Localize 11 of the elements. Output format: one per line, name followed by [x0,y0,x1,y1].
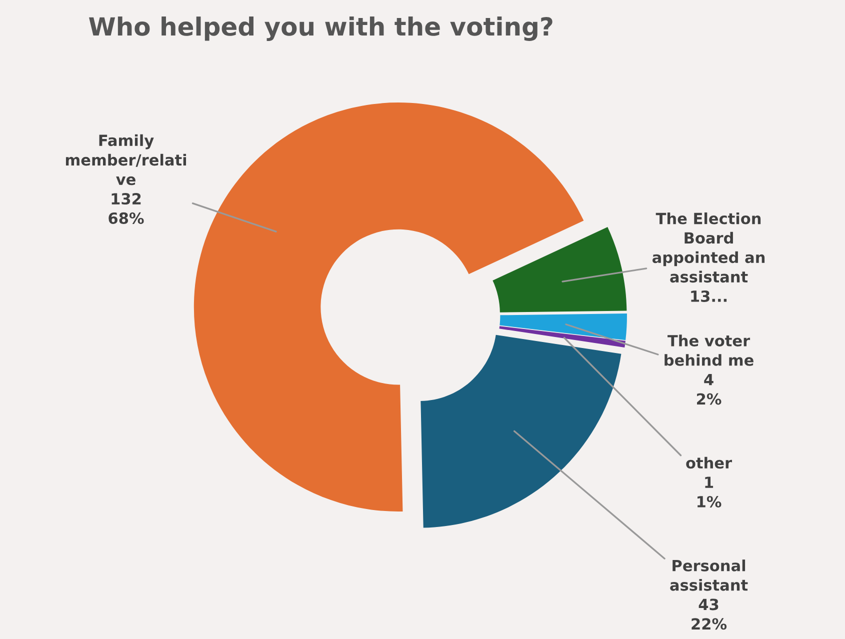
data-label: 1 1% [698,476,722,508]
data-label: 132 68% [108,192,144,224]
data-label: 43 22% [692,598,727,630]
slice-label: Family member/relati ve [66,134,186,186]
slice-label: The voter behind me [664,334,754,366]
slice-label: other [686,456,732,469]
chart-title: Who helped you with the voting? [88,16,552,41]
slice-label: The Election Board appointed an assistant [652,212,765,283]
data-label: 4 2% [697,374,722,405]
data-label: 13... [691,290,727,302]
slice-label: Personal assistant [670,560,748,591]
